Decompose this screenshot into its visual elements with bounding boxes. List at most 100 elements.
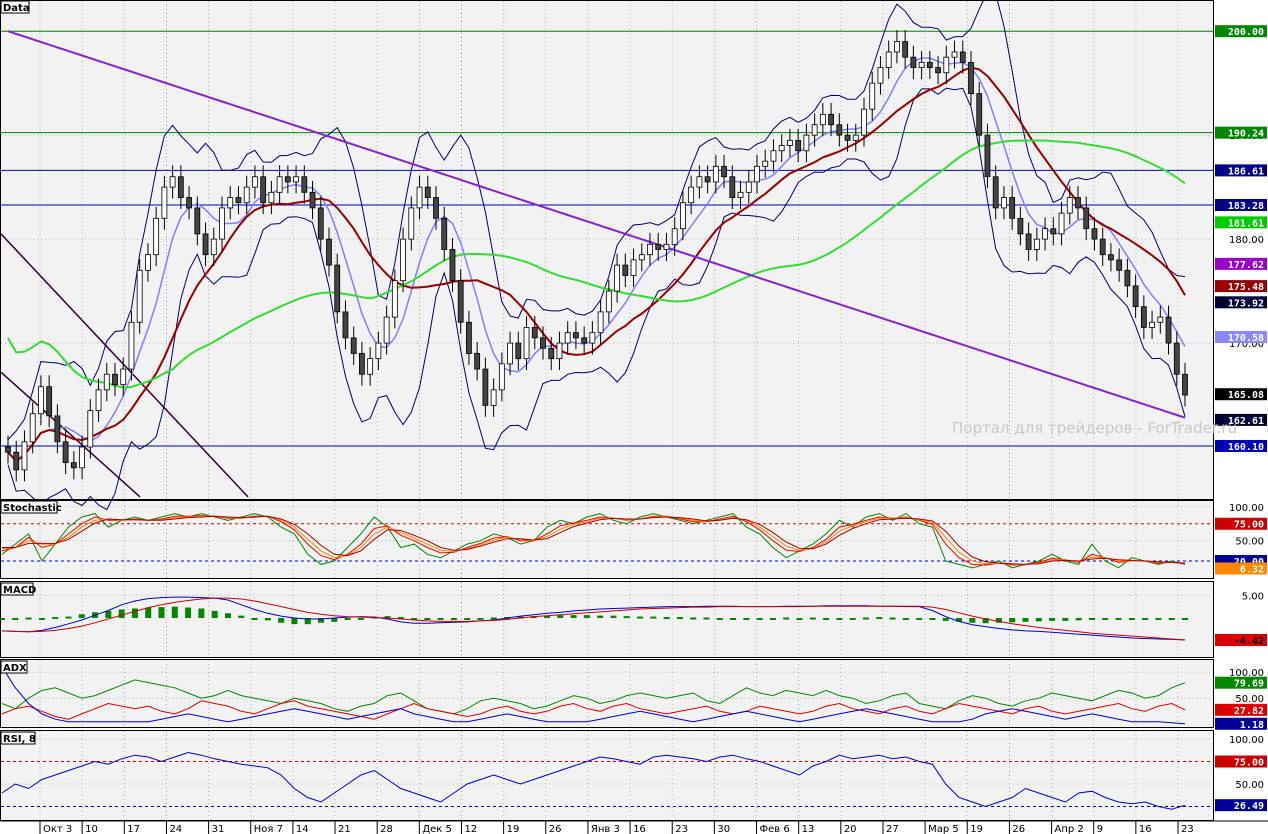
candlestick (433, 186, 439, 230)
value-tag-bg (1215, 517, 1267, 530)
adx-series-line-3 (1, 666, 1186, 725)
candlestick (13, 440, 20, 482)
macd-histogram-bar (185, 607, 192, 618)
candlestick (457, 269, 464, 334)
candle-body (737, 191, 744, 198)
candlestick (1083, 196, 1090, 241)
candlestick (103, 362, 110, 402)
candle-body (1075, 197, 1081, 209)
stochastic-series-line-4 (2, 515, 1186, 565)
candle-body (589, 332, 596, 344)
x-tick-label: 14 (296, 824, 309, 834)
candlestick (671, 217, 678, 256)
y-tick-label: 180.00 (1229, 235, 1264, 246)
candlestick (1173, 331, 1180, 386)
candlestick (1116, 248, 1123, 282)
candle-body (243, 186, 250, 204)
candle-body (145, 254, 151, 271)
x-tick-label: 21 (338, 824, 351, 834)
candle-body (926, 61, 933, 68)
candlestick (227, 186, 234, 220)
candlestick (359, 342, 365, 386)
macd-histogram-bar (637, 616, 644, 619)
candle-body (383, 316, 390, 344)
x-tick-label: 16 (633, 824, 646, 834)
candle-body (252, 176, 258, 188)
candlestick (754, 154, 760, 194)
macd-histogram-bar (823, 618, 830, 620)
macd-histogram-bar (982, 618, 989, 624)
candle-body (1058, 212, 1065, 235)
value-tag: 162.61 (1215, 413, 1267, 427)
value-tag-bg (1215, 388, 1267, 401)
candlestick (1091, 217, 1098, 251)
candle-body (457, 280, 464, 323)
candlestick (210, 227, 217, 267)
macd-histogram-bar (690, 617, 697, 620)
candlestick (243, 175, 250, 215)
candlestick (663, 232, 670, 261)
candle-body (5, 446, 11, 453)
candlestick (1099, 227, 1106, 267)
candlestick (968, 50, 974, 105)
value-tag-bg (1215, 755, 1267, 768)
adx-series-line-1 (1, 679, 1186, 715)
macd-histogram-bar (1062, 618, 1069, 621)
macd-histogram-bar (1022, 618, 1029, 622)
candle-body (663, 243, 670, 250)
macd-histogram-bar (1115, 618, 1122, 620)
candle-body (721, 165, 727, 178)
x-tick-label: Окт 3 (43, 824, 72, 834)
candlestick (1050, 217, 1057, 246)
x-tick-label: 26 (549, 824, 562, 834)
value-tag: -4.42 (1215, 633, 1267, 647)
macd-panel-title: MACD (3, 585, 36, 596)
candlestick (548, 336, 555, 371)
x-axis: Окт 3 10 17 24 31 Ноя 7 14 21 28 Дек 5 12 19 26 Янв 3… (0, 820, 1268, 834)
x-tick-label: 9 (1097, 824, 1103, 834)
candle-body (712, 165, 719, 183)
candlestick (778, 134, 785, 163)
value-tag-label: 173.92 (1228, 298, 1264, 309)
candle-body (309, 191, 316, 209)
macd-histogram-bar (477, 618, 484, 620)
value-tag-bg (1215, 413, 1267, 426)
candle-body (1091, 228, 1098, 240)
adx-panel-bg (0, 659, 1214, 728)
value-tag: 79.69 (1215, 676, 1267, 690)
candlestick (1033, 227, 1040, 261)
macd-histogram-bar (995, 618, 1002, 623)
macd-histogram-bar (876, 617, 883, 620)
candle-body (754, 165, 760, 183)
candle-body (852, 134, 859, 141)
x-tick-label: 19 (970, 824, 983, 834)
candlestick (926, 50, 933, 80)
macd-histogram-bar (849, 618, 856, 620)
candlestick (614, 253, 620, 303)
candle-body (984, 134, 991, 178)
candle-body (795, 139, 802, 152)
candle-body (1165, 316, 1172, 344)
candle-body (317, 207, 324, 240)
value-tag-label: 183.28 (1228, 201, 1264, 212)
y-tick-label: 5.00 (1242, 591, 1264, 602)
value-tag: 183.28 (1215, 199, 1267, 212)
candlestick (704, 165, 711, 194)
value-tag: 186.61 (1215, 164, 1267, 177)
x-tick-label: Ноя 7 (254, 824, 283, 834)
candle-body (284, 176, 291, 183)
value-tag-bg (1215, 25, 1267, 38)
candlestick (1157, 305, 1164, 334)
candle-body (614, 264, 620, 292)
candle-body (787, 139, 793, 146)
value-tag-label: -4.42 (1234, 636, 1264, 647)
candlestick (1042, 217, 1048, 251)
candle-body (976, 93, 983, 136)
value-tag-bg (1215, 633, 1267, 646)
macd-histogram-bar (238, 615, 245, 618)
candle-body (79, 446, 85, 469)
candle-body (1066, 197, 1073, 214)
y-tick-label: 170.00 (1229, 339, 1264, 350)
value-tag-bg (1215, 439, 1267, 452)
candle-body (13, 451, 20, 471)
